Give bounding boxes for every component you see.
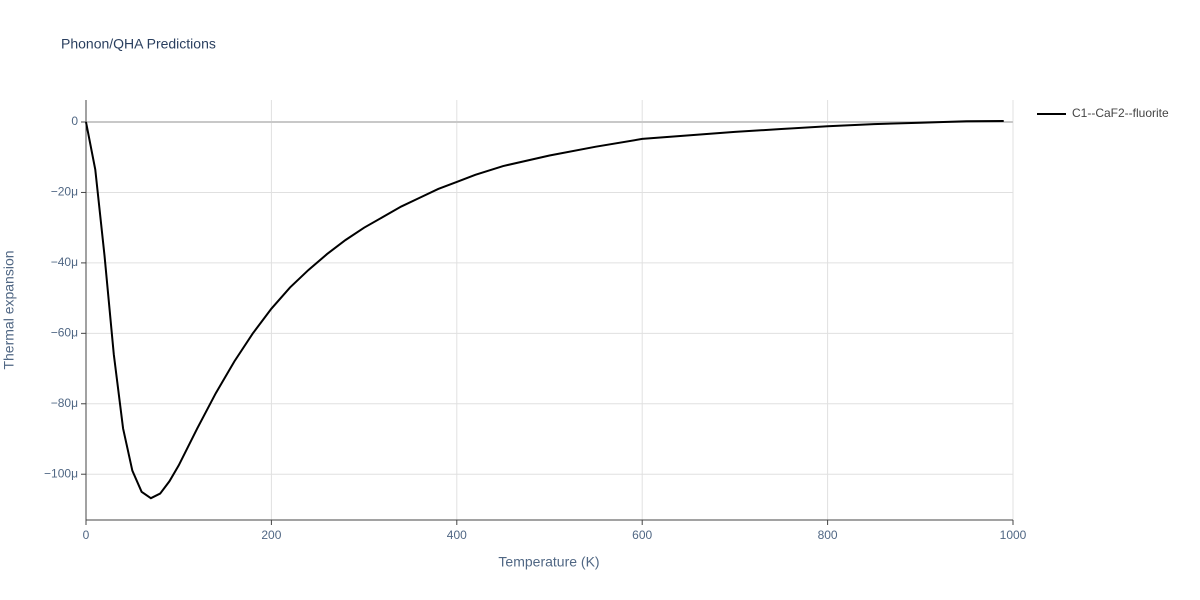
y-tick-label: −40μ [51, 255, 78, 269]
x-tick-label: 600 [632, 528, 652, 542]
data-line [85, 119, 1004, 500]
legend-label: C1--CaF2--fluorite [1072, 106, 1169, 120]
x-tick-label: 0 [83, 528, 90, 542]
y-tick-label: −80μ [51, 396, 78, 410]
x-tick-label: 1000 [1000, 528, 1027, 542]
x-tick-label: 200 [261, 528, 281, 542]
chart-title: Phonon/QHA Predictions [61, 36, 216, 52]
y-axis-title: Thermal expansion [1, 250, 17, 369]
x-axis-title: Temperature (K) [498, 554, 599, 570]
y-tick-label: −20μ [51, 185, 78, 199]
y-tick-label: 0 [71, 114, 78, 128]
x-tick-label: 800 [818, 528, 838, 542]
x-tick-label: 400 [447, 528, 467, 542]
y-tick-label: −60μ [51, 326, 78, 340]
y-tick-label: −100μ [44, 466, 78, 480]
